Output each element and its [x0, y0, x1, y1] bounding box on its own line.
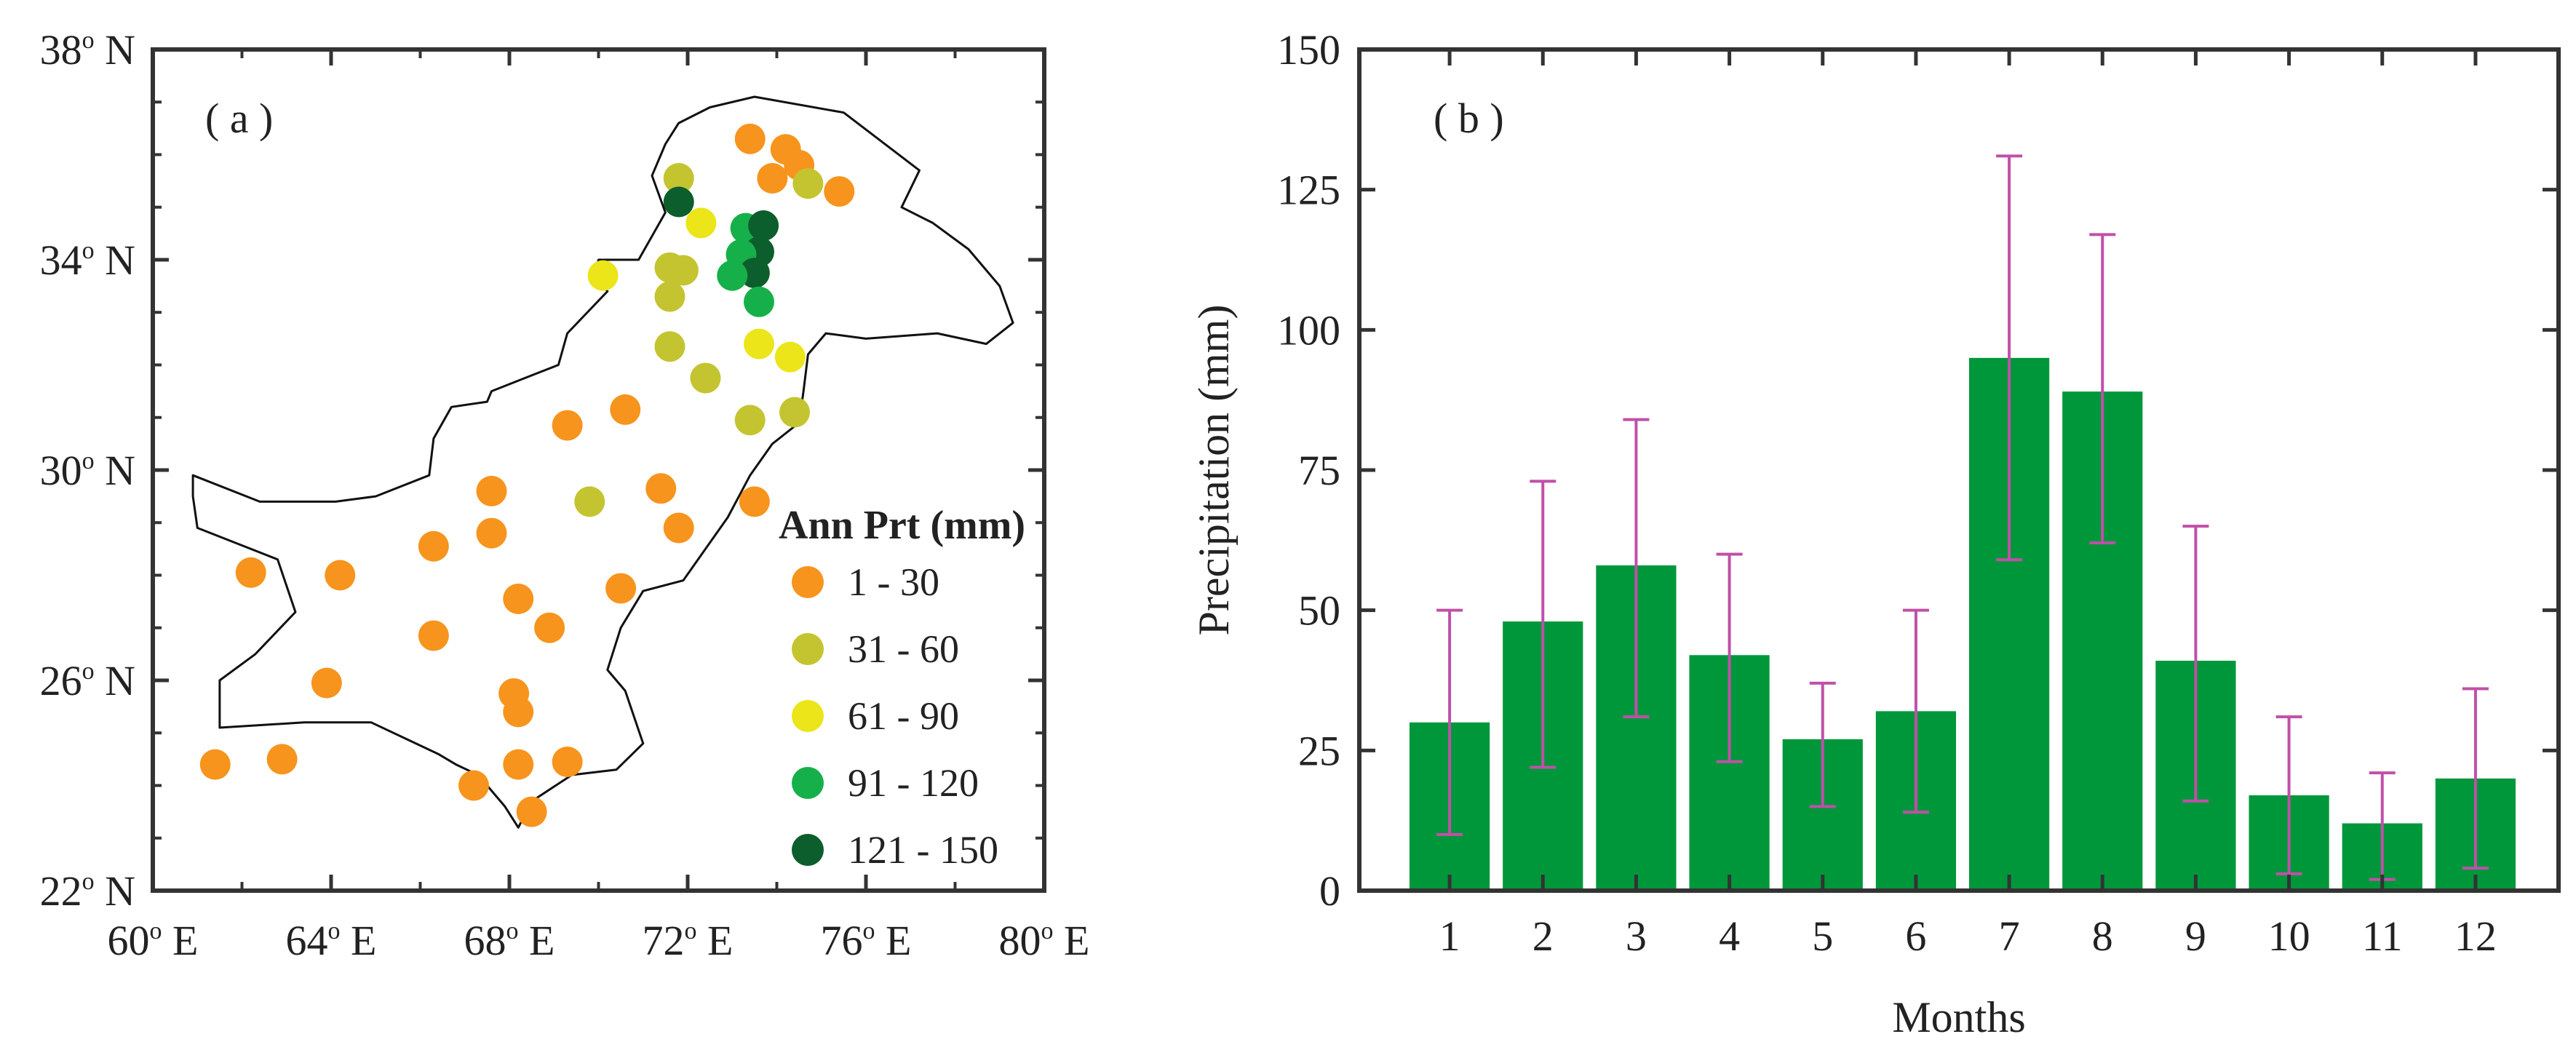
- bar-chart-marks: [1409, 154, 2516, 891]
- x-tick-label: 76o E: [821, 917, 912, 964]
- x-tick-label: 6: [1905, 912, 1926, 960]
- station-marker: [552, 746, 583, 777]
- pakistan-outline: [191, 95, 1014, 829]
- y-tick-label: 22o N: [40, 867, 135, 915]
- x-tick-label: 8: [2092, 912, 2113, 960]
- y-tick-label: 0: [1319, 867, 1340, 915]
- y-tick-label: 30o N: [40, 447, 135, 494]
- station-marker: [654, 331, 685, 362]
- station-marker: [458, 770, 489, 801]
- y-tick-label: 34o N: [40, 236, 135, 284]
- x-tick-label: 80o E: [999, 917, 1090, 964]
- station-marker: [266, 744, 298, 775]
- map-legend: Ann Prt (mm) 1 - 30 31 - 60 61 - 90 91 - 12…: [779, 503, 1025, 872]
- station-marker: [503, 749, 534, 780]
- station-marker: [748, 210, 779, 242]
- station-marker: [824, 176, 855, 207]
- station-marker: [552, 410, 583, 441]
- station-marker: [685, 207, 717, 239]
- y-tick-label: 25: [1298, 727, 1340, 774]
- station-marker: [663, 163, 694, 194]
- station-marker: [235, 557, 266, 588]
- station-marker: [690, 362, 721, 394]
- y-tick-label: 26o N: [40, 657, 135, 704]
- bar-panel-label: ( b ): [1434, 95, 1504, 142]
- station-marker: [734, 123, 766, 154]
- station-marker: [311, 667, 342, 699]
- map-panel: 60o E 64o E 68o E 72o E 76o E 80o E 38o N 34o N…: [40, 26, 1090, 964]
- legend-marker: [792, 834, 824, 866]
- x-tick-label: 5: [1812, 912, 1833, 960]
- map-panel-label: ( a ): [205, 95, 273, 142]
- x-tick-label: 7: [1999, 912, 2020, 960]
- station-marker: [654, 281, 685, 312]
- station-marker: [744, 286, 774, 317]
- legend-marker: [792, 633, 824, 665]
- station-marker: [734, 405, 766, 436]
- station-marker: [516, 796, 547, 827]
- station-marker: [645, 473, 677, 504]
- y-tick-label: 75: [1298, 447, 1340, 494]
- x-tick-label: 2: [1533, 912, 1554, 960]
- station-marker: [418, 620, 449, 651]
- x-tick-label: 11: [2362, 912, 2403, 960]
- y-axis-title: Precipitation (mm): [1190, 305, 1238, 636]
- legend-label: 91 - 120: [848, 761, 979, 805]
- x-tick-label: 10: [2268, 912, 2310, 960]
- station-marker: [503, 696, 534, 728]
- legend-marker: [792, 566, 824, 598]
- station-marker: [476, 475, 507, 506]
- map-plot-frame: [151, 47, 1046, 893]
- y-tick-label: 150: [1277, 26, 1340, 73]
- legend-title: Ann Prt (mm): [779, 503, 1025, 548]
- map-ticks: 60o E 64o E 68o E 72o E 76o E 80o E 38o N 34o N…: [40, 26, 1090, 964]
- station-marker: [587, 260, 619, 291]
- station-marker: [774, 341, 806, 373]
- x-tick-label: 72o E: [643, 917, 734, 964]
- station-marker: [717, 260, 748, 291]
- station-marker: [534, 612, 565, 643]
- y-tick-label: 100: [1277, 306, 1340, 354]
- x-tick-label: 1: [1439, 912, 1460, 960]
- x-tick-label: 12: [2454, 912, 2497, 960]
- legend-marker: [792, 700, 824, 732]
- x-axis-title: Months: [1892, 993, 2025, 1041]
- x-tick-label: 9: [2185, 912, 2206, 960]
- station-marker: [418, 530, 449, 562]
- legend-label: 1 - 30: [848, 560, 939, 604]
- station-marker: [199, 749, 231, 780]
- station-marker: [476, 517, 507, 549]
- station-marker: [503, 584, 534, 615]
- station-marker: [744, 328, 774, 359]
- legend-marker: [792, 767, 824, 799]
- legend-label: 121 - 150: [848, 828, 998, 872]
- station-marker: [792, 168, 824, 199]
- legend-label: 61 - 90: [848, 694, 959, 738]
- y-tick-label: 125: [1277, 167, 1340, 214]
- legend-label: 31 - 60: [848, 627, 959, 671]
- x-tick-label: 64o E: [286, 917, 377, 964]
- station-marker: [574, 486, 605, 517]
- x-tick-label: 68o E: [464, 917, 555, 964]
- y-tick-label: 50: [1298, 587, 1340, 635]
- station-marker: [610, 394, 641, 425]
- station-marker: [667, 255, 699, 286]
- station-marker: [739, 258, 770, 289]
- station-marker: [605, 573, 637, 604]
- station-marker: [663, 512, 694, 544]
- y-tick-label: 38o N: [40, 26, 135, 73]
- station-markers: [199, 123, 855, 827]
- x-tick-label: 60o E: [108, 917, 199, 964]
- station-marker: [663, 186, 694, 218]
- station-marker: [779, 397, 810, 428]
- station-marker: [325, 560, 356, 591]
- station-marker: [739, 486, 770, 517]
- x-tick-label: 4: [1719, 912, 1740, 960]
- station-marker: [757, 163, 788, 194]
- x-tick-label: 3: [1626, 912, 1647, 960]
